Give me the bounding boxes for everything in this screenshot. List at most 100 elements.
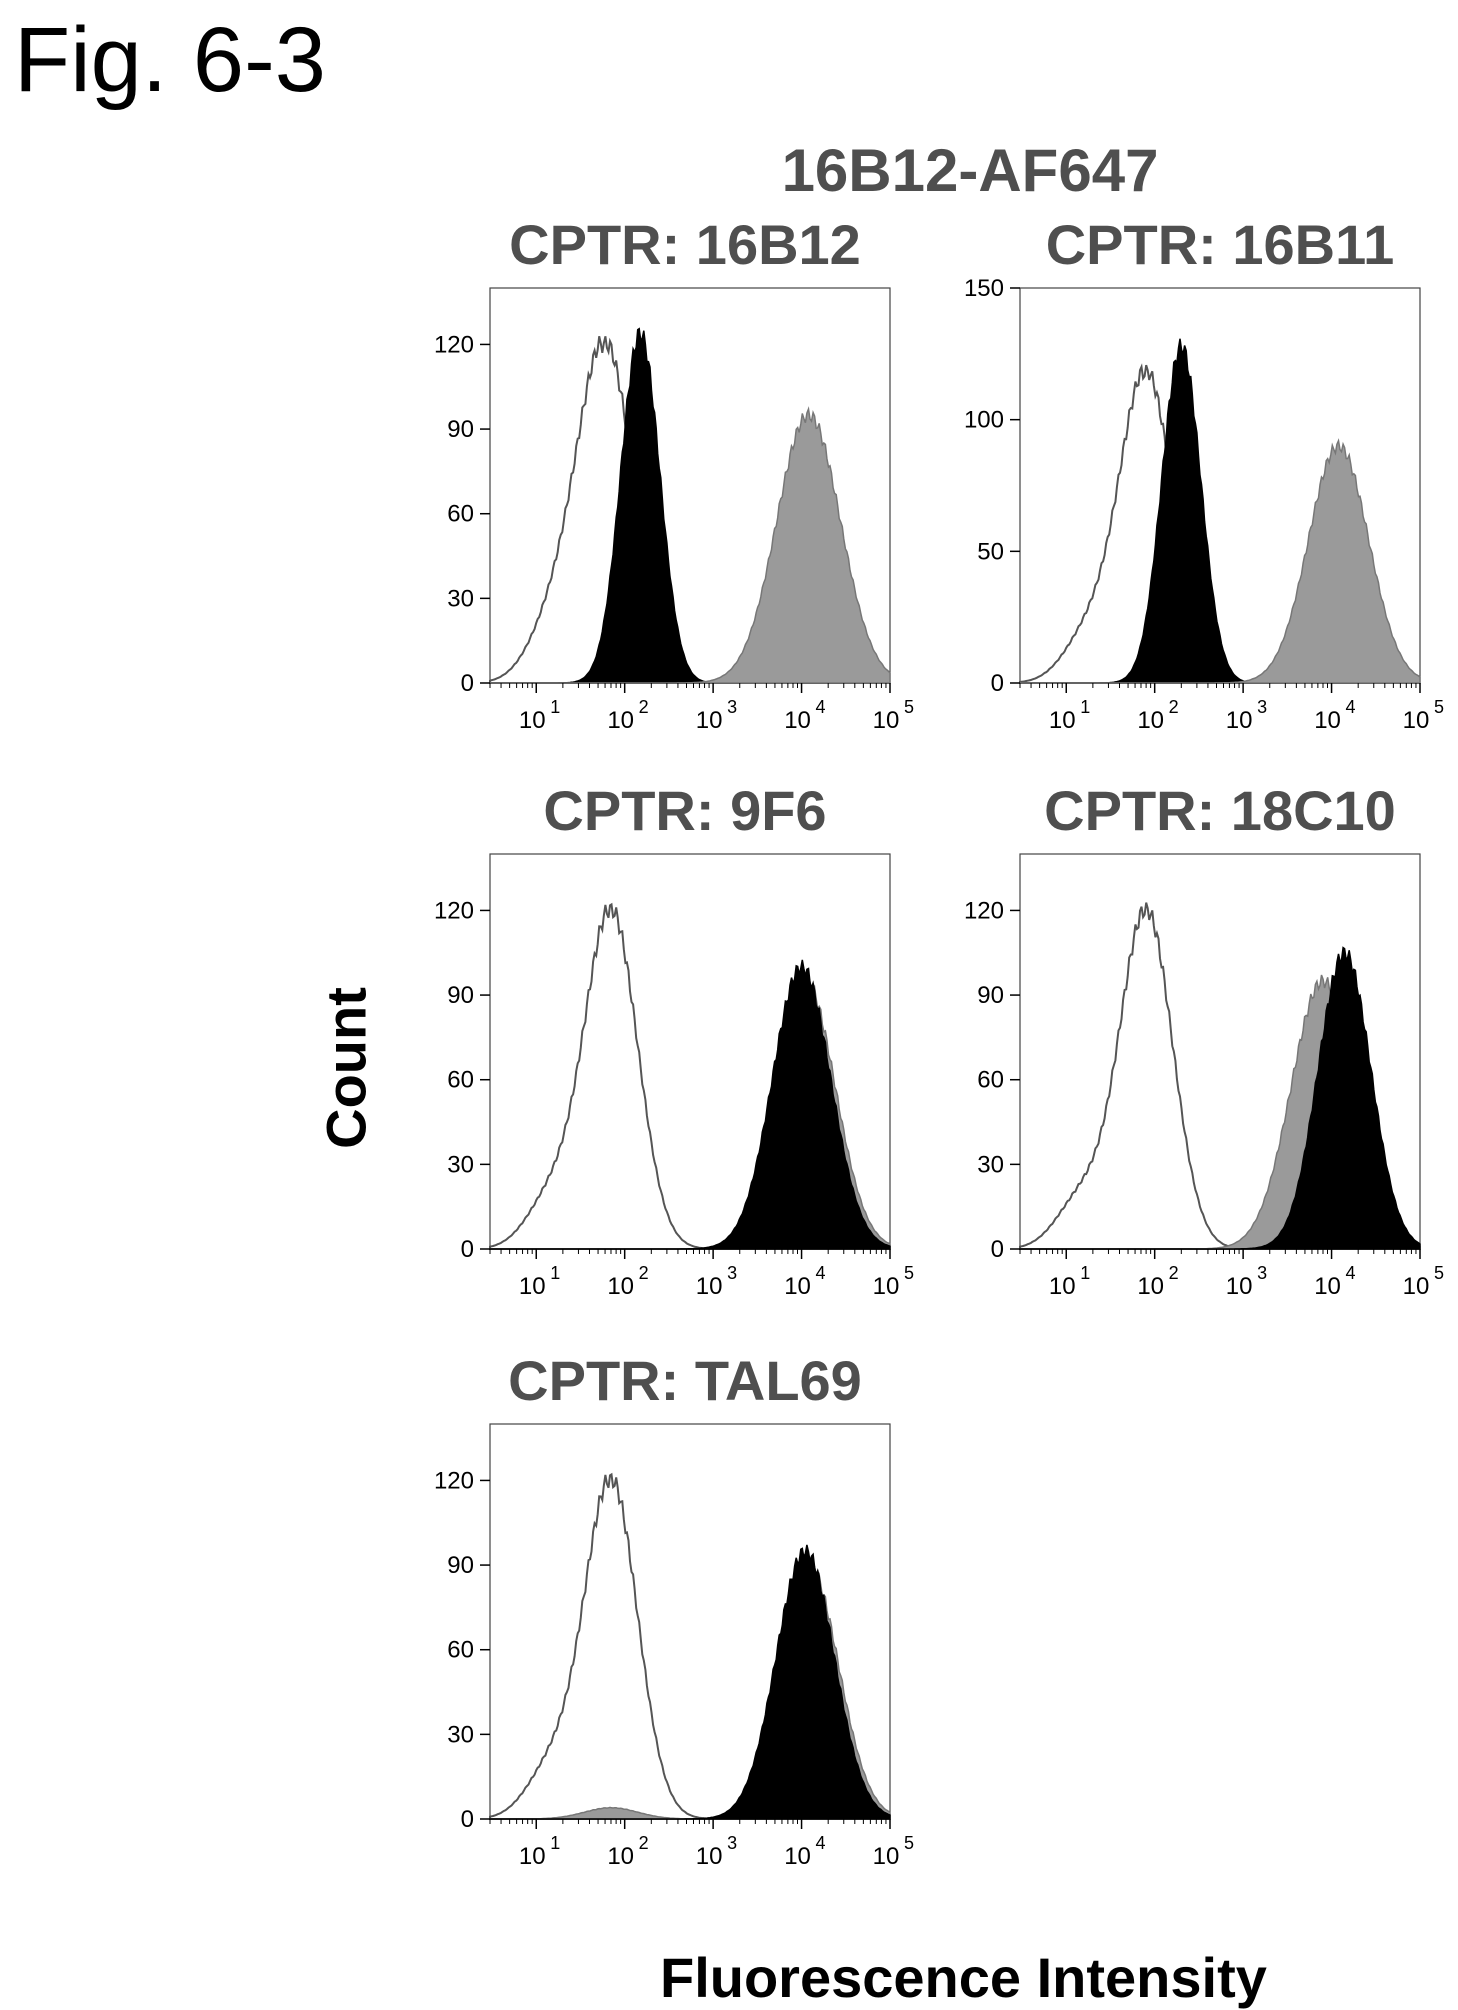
y-tick-label: 90: [447, 982, 474, 1009]
y-tick-50: 50: [977, 538, 1020, 565]
x-tick-10e1: 10 1: [519, 1819, 560, 1870]
x-tick-10e4: 10 4: [784, 1819, 826, 1870]
y-tick-0: 0: [461, 670, 490, 697]
histogram-gray-series-2: [1020, 438, 1421, 684]
x-tick-exponent: 5: [904, 697, 914, 717]
histogram-gray-series-2: [490, 406, 891, 684]
x-tick-label: 10: [873, 1273, 900, 1300]
x-tick-label: 10: [1314, 707, 1341, 734]
x-tick-label: 10: [784, 707, 811, 734]
x-tick-label: 10: [696, 1843, 723, 1870]
y-tick-label: 0: [461, 1236, 474, 1263]
y-tick-120: 120: [964, 897, 1020, 924]
x-tick-exponent: 2: [1169, 697, 1179, 717]
x-tick-label: 10: [873, 1843, 900, 1870]
x-tick-exponent: 1: [1080, 697, 1090, 717]
x-tick-label: 10: [1137, 707, 1164, 734]
y-tick-label: 0: [991, 670, 1004, 697]
y-tick-0: 0: [461, 1236, 490, 1263]
y-tick-label: 30: [447, 1151, 474, 1178]
x-tick-10e2: 10 2: [607, 1819, 649, 1870]
y-tick-30: 30: [977, 1151, 1020, 1178]
x-tick-exponent: 2: [639, 1833, 649, 1853]
y-tick-label: 60: [447, 1637, 474, 1664]
y-tick-120: 120: [434, 331, 490, 358]
y-axis-label: Count: [314, 987, 378, 1149]
y-tick-label: 90: [447, 416, 474, 443]
panel-title-18c10: CPTR: 18C10: [1044, 779, 1396, 842]
y-tick-label: 90: [977, 982, 1004, 1009]
x-tick-label: 10: [519, 707, 546, 734]
y-tick-60: 60: [447, 1067, 490, 1094]
x-tick-label: 10: [696, 707, 723, 734]
y-tick-90: 90: [447, 416, 490, 443]
y-tick-label: 120: [434, 331, 474, 358]
x-tick-10e5: 10 5: [873, 1819, 914, 1870]
panel-title-tal69: CPTR: TAL69: [508, 1349, 862, 1412]
x-tick-label: 10: [519, 1843, 546, 1870]
x-tick-10e5: 10 5: [873, 1249, 914, 1300]
x-tick-10e4: 10 4: [1314, 683, 1356, 734]
y-tick-120: 120: [434, 897, 490, 924]
y-tick-label: 50: [977, 538, 1004, 565]
x-tick-label: 10: [519, 1273, 546, 1300]
y-tick-0: 0: [991, 670, 1020, 697]
x-tick-10e5: 10 5: [1403, 1249, 1444, 1300]
histogram-black-series-2: [490, 959, 891, 1250]
x-tick-label: 10: [607, 1273, 634, 1300]
histogram-black-series-3: [490, 1544, 891, 1820]
x-tick-label: 10: [1226, 707, 1253, 734]
y-tick-150: 150: [964, 275, 1020, 302]
y-tick-label: 120: [434, 897, 474, 924]
x-axis-label: Fluorescence Intensity: [660, 1946, 1267, 2009]
y-tick-30: 30: [447, 1151, 490, 1178]
y-tick-label: 150: [964, 275, 1004, 302]
x-tick-exponent: 5: [904, 1833, 914, 1853]
x-tick-label: 10: [607, 1843, 634, 1870]
x-tick-label: 10: [784, 1273, 811, 1300]
y-tick-90: 90: [447, 982, 490, 1009]
panel-title-16b12: CPTR: 16B12: [509, 213, 861, 276]
y-tick-label: 30: [977, 1151, 1004, 1178]
y-tick-label: 30: [447, 1721, 474, 1748]
x-tick-label: 10: [873, 707, 900, 734]
x-tick-exponent: 3: [1257, 1263, 1267, 1283]
x-tick-10e3: 10 3: [1226, 1249, 1267, 1300]
x-tick-exponent: 1: [550, 1833, 560, 1853]
panel-title-9f6: CPTR: 9F6: [543, 779, 827, 842]
x-tick-exponent: 1: [550, 697, 560, 717]
x-tick-10e5: 10 5: [873, 683, 914, 734]
x-tick-10e5: 10 5: [1403, 683, 1444, 734]
y-tick-label: 0: [991, 1236, 1004, 1263]
y-tick-60: 60: [977, 1067, 1020, 1094]
y-tick-0: 0: [991, 1236, 1020, 1263]
x-tick-10e2: 10 2: [1137, 683, 1179, 734]
x-tick-label: 10: [1403, 1273, 1430, 1300]
y-tick-0: 0: [461, 1806, 490, 1833]
y-tick-label: 60: [447, 1067, 474, 1094]
x-tick-exponent: 4: [1346, 1263, 1356, 1283]
x-tick-exponent: 3: [727, 697, 737, 717]
x-tick-10e2: 10 2: [607, 1249, 649, 1300]
y-tick-60: 60: [447, 501, 490, 528]
y-tick-label: 0: [461, 1806, 474, 1833]
x-tick-label: 10: [1049, 707, 1076, 734]
y-tick-label: 60: [977, 1067, 1004, 1094]
panel-title-16b11: CPTR: 16B11: [1045, 213, 1395, 276]
x-tick-exponent: 1: [550, 1263, 560, 1283]
x-tick-10e3: 10 3: [1226, 683, 1267, 734]
x-tick-exponent: 4: [816, 1833, 826, 1853]
x-tick-10e1: 10 1: [519, 683, 560, 734]
x-tick-exponent: 3: [727, 1833, 737, 1853]
x-tick-exponent: 2: [639, 1263, 649, 1283]
x-tick-10e2: 10 2: [1137, 1249, 1179, 1300]
y-tick-120: 120: [434, 1467, 490, 1494]
x-tick-exponent: 5: [1434, 1263, 1444, 1283]
x-tick-10e2: 10 2: [607, 683, 649, 734]
x-tick-label: 10: [1049, 1273, 1076, 1300]
